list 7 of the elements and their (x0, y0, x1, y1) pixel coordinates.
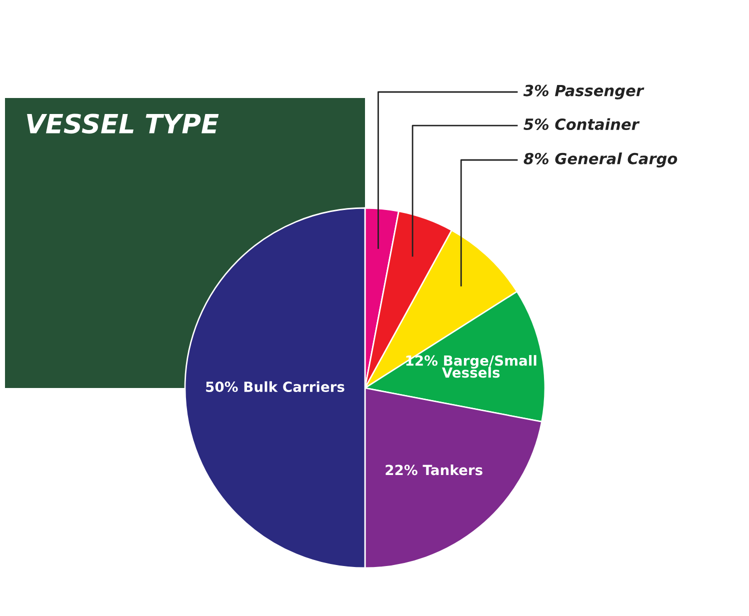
slice-label: 8% General Cargo (524, 152, 678, 168)
slice-label: 5% Container (524, 118, 640, 130)
slice-label: 12% Barge/Small Vessels (406, 355, 536, 378)
text: VESSEL TYPE (27, 114, 219, 134)
slice-label: 3% Passenger (523, 84, 644, 100)
slice-label: 22% Tankers (386, 464, 482, 476)
slice-label: 50% Bulk Carriers (206, 381, 344, 392)
